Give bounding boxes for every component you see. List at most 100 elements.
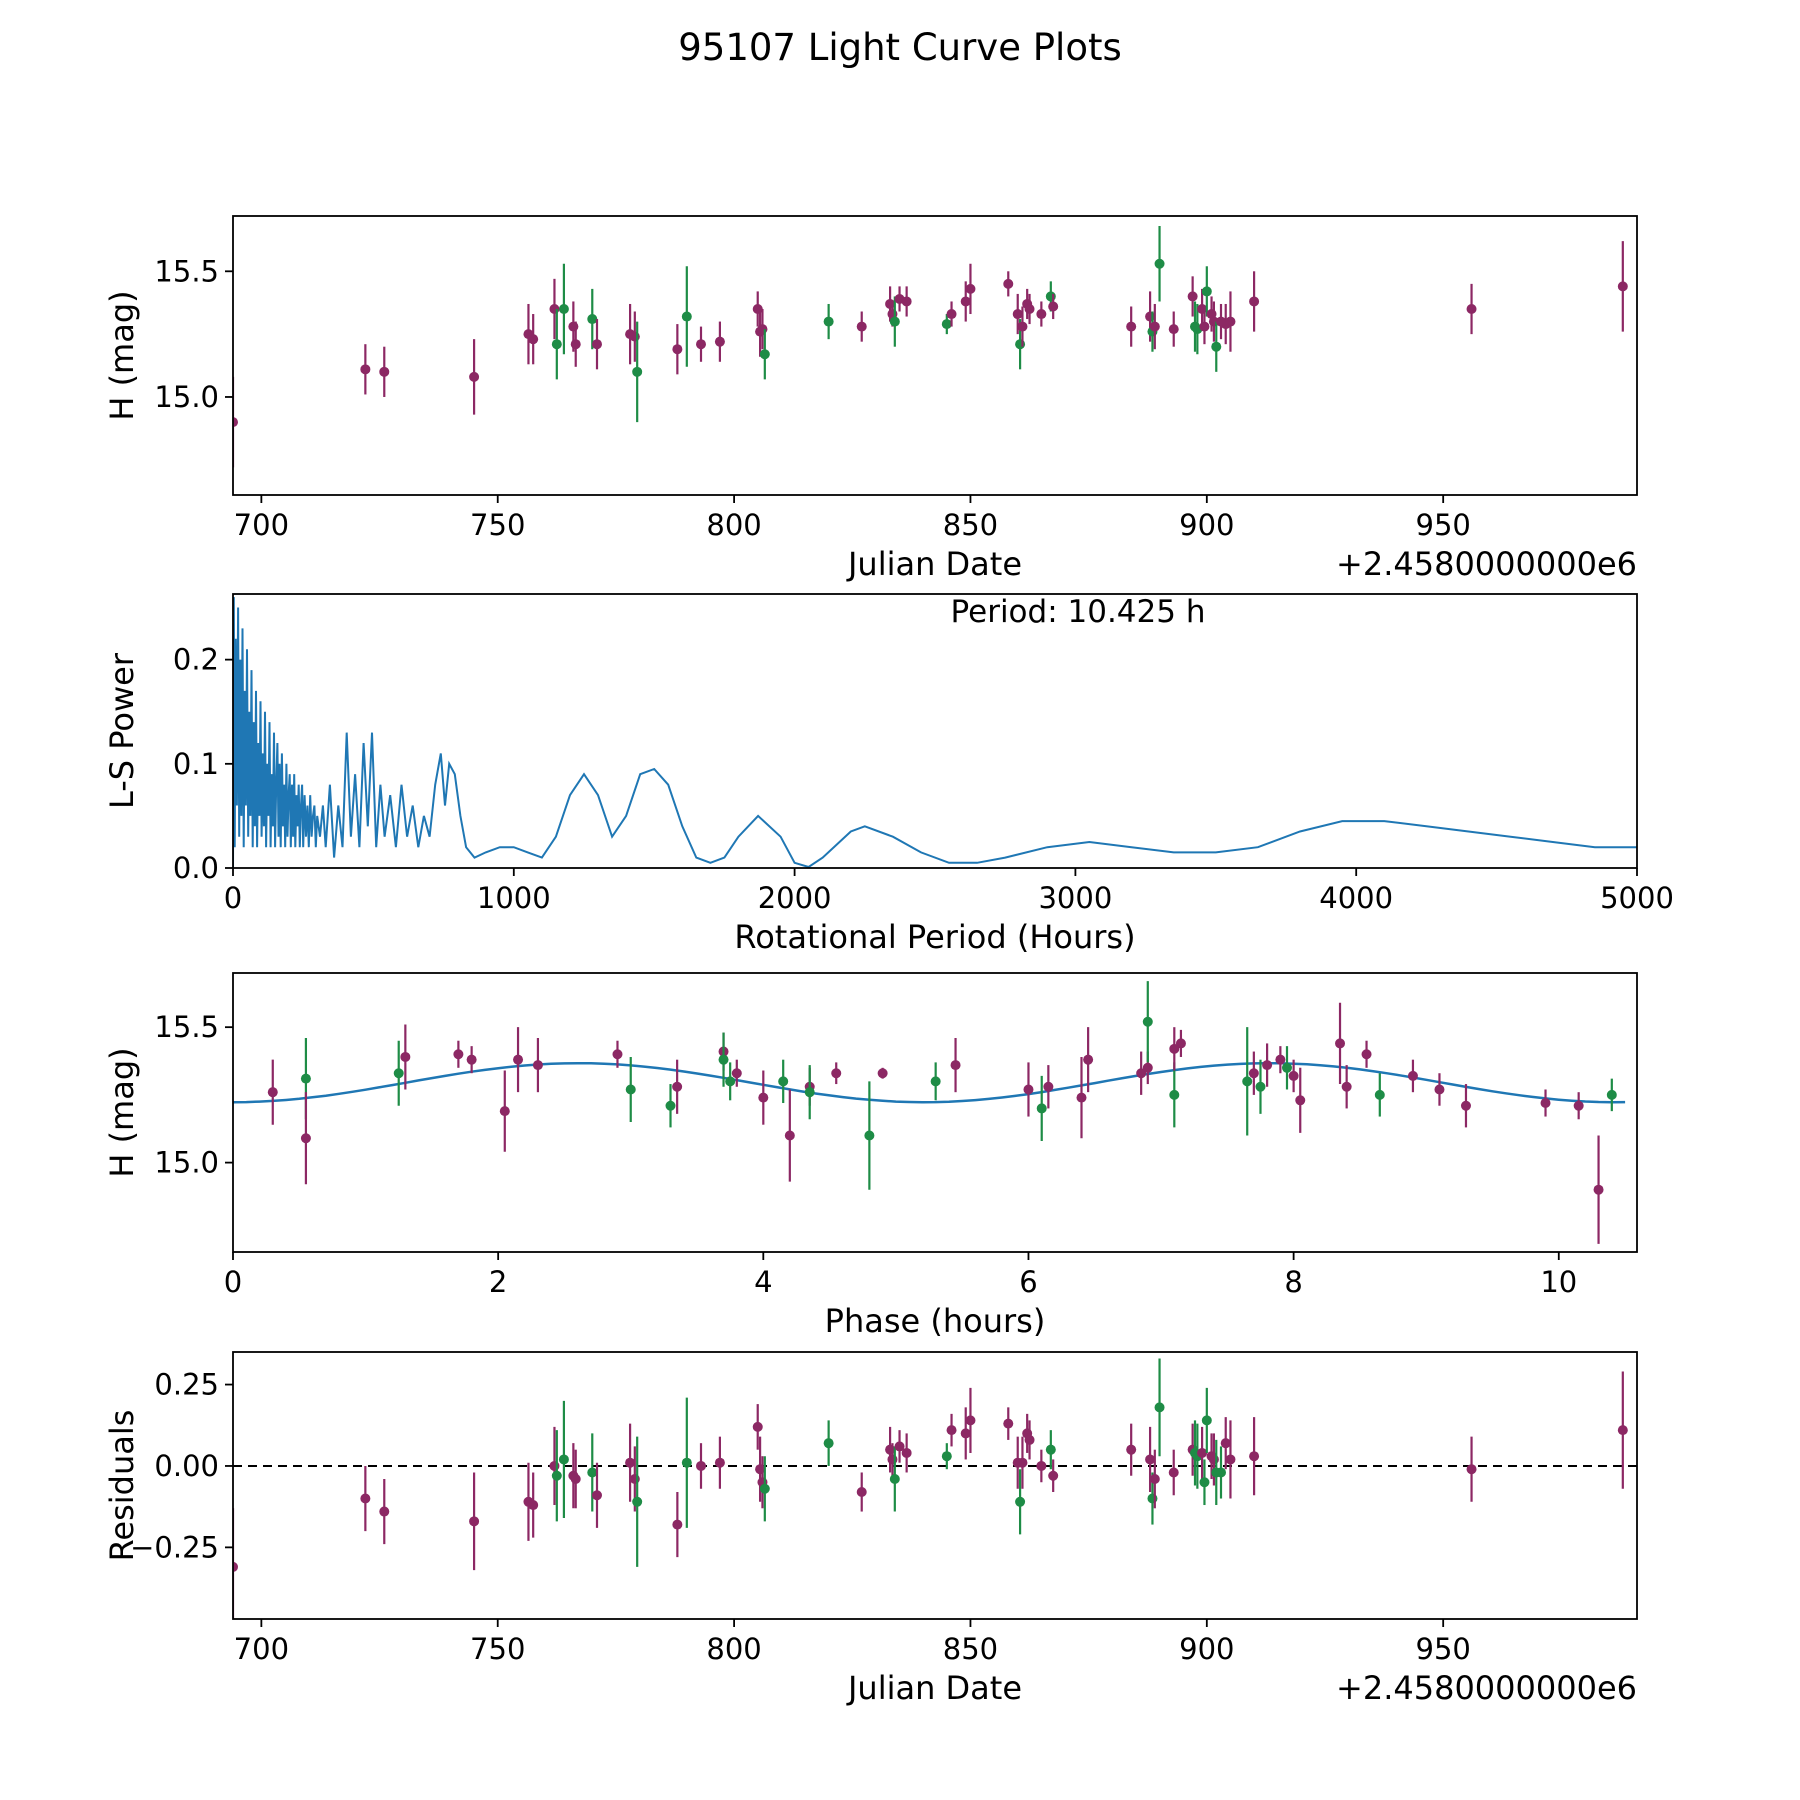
x-tick-label: 0	[224, 1265, 242, 1299]
data-point	[1017, 1457, 1028, 1468]
data-point	[672, 1081, 683, 1092]
data-point	[672, 344, 683, 355]
x-tick-label: 700	[234, 1632, 289, 1666]
x-tick-label: 750	[470, 1632, 525, 1666]
data-point	[1295, 1095, 1306, 1106]
data-point	[453, 1049, 464, 1060]
data-point	[1145, 1454, 1156, 1465]
data-point	[718, 1054, 729, 1065]
data-point	[1540, 1098, 1551, 1109]
data-point	[1249, 1451, 1260, 1462]
data-point	[1187, 291, 1198, 302]
x-axis-label: Phase (hours)	[825, 1302, 1046, 1340]
data-point	[379, 1506, 390, 1517]
data-point	[1225, 316, 1236, 327]
data-point	[960, 296, 971, 307]
axes-border	[232, 215, 1638, 496]
x-tick-label: 850	[943, 508, 998, 542]
data-point	[930, 1076, 941, 1087]
y-axis-label: H (mag)	[103, 1047, 141, 1177]
data-point	[1015, 339, 1026, 350]
data-point	[1043, 1081, 1054, 1092]
data-point	[1149, 321, 1160, 332]
data-point	[901, 1447, 912, 1458]
data-point	[672, 1519, 683, 1530]
data-point	[360, 1493, 371, 1504]
data-point	[1168, 324, 1179, 335]
data-point	[267, 1087, 278, 1098]
data-point	[1149, 1473, 1160, 1484]
periodogram-data	[233, 597, 1637, 868]
data-point	[885, 1444, 896, 1455]
data-point	[1023, 1084, 1034, 1095]
x-tick-label: 8	[1284, 1265, 1302, 1299]
x-axis-offset-text: +2.4580000000e6	[1336, 1669, 1637, 1707]
data-point	[549, 304, 560, 314]
data-point	[1003, 1418, 1014, 1429]
axes-border	[232, 1351, 1638, 1620]
y-tick-label: 15.5	[154, 254, 219, 288]
x-tick-label: 6	[1019, 1265, 1037, 1299]
data-point	[755, 1464, 766, 1475]
x-tick-label: 750	[470, 508, 525, 542]
y-tick-label: 0.25	[154, 1368, 219, 1402]
data-point	[1249, 296, 1260, 307]
data-point	[1374, 1089, 1385, 1100]
data-point	[1617, 1425, 1628, 1436]
x-tick-label: 0	[224, 881, 242, 915]
data-point	[804, 1087, 815, 1098]
data-point	[558, 1454, 569, 1465]
data-point	[696, 339, 706, 350]
data-point	[894, 1441, 905, 1452]
data-point	[1199, 321, 1210, 332]
data-point	[950, 1060, 961, 1071]
data-point	[360, 364, 371, 375]
data-point	[1036, 309, 1047, 320]
period-annotation: Period: 10.425 h	[951, 594, 1206, 630]
data-point	[823, 316, 834, 327]
y-tick-label: 0.1	[173, 747, 219, 781]
data-point	[889, 316, 900, 327]
data-point	[1341, 1081, 1352, 1092]
y-tick-label: 0.0	[173, 851, 219, 885]
data-point	[625, 1457, 636, 1468]
x-tick-label: 5000	[1600, 881, 1674, 915]
data-point	[629, 1473, 640, 1484]
x-tick-label: 800	[706, 1632, 761, 1666]
y-axis-label: L-S Power	[103, 652, 141, 809]
x-tick-label: 2	[489, 1265, 507, 1299]
data-point	[1281, 1062, 1292, 1073]
data-point	[1175, 1038, 1186, 1049]
data-point	[665, 1100, 676, 1111]
x-tick-label: 4	[754, 1265, 772, 1299]
data-point	[1147, 1493, 1158, 1504]
data-point	[1220, 1438, 1231, 1449]
figure-title: 95107 Light Curve Plots	[678, 26, 1122, 69]
data-point	[393, 1068, 404, 1079]
data-point	[1036, 1103, 1047, 1114]
data-point	[1145, 311, 1156, 322]
data-point	[856, 1487, 867, 1498]
data-point	[887, 1454, 898, 1465]
data-point	[558, 304, 569, 314]
data-point	[752, 1421, 763, 1432]
periodogram-plot: 0 1000 2000 3000 4000 5000 0.0 0.1 0.2 Rotational…	[103, 593, 1674, 956]
data-point	[1242, 1076, 1253, 1087]
data-point	[1136, 1068, 1147, 1079]
data-point	[1201, 1415, 1212, 1426]
y-tick-label: 15.0	[154, 380, 219, 414]
data-point	[1197, 1447, 1208, 1458]
data-point	[758, 1092, 769, 1103]
data-point	[570, 1473, 581, 1484]
data-point	[1142, 1016, 1153, 1027]
data-point	[901, 296, 912, 307]
data-point	[1024, 1434, 1035, 1445]
data-point	[965, 1415, 976, 1426]
data-point	[1142, 1062, 1153, 1073]
x-tick-label: 10	[1540, 1265, 1577, 1299]
model-curve	[233, 1061, 1626, 1104]
data-point	[1015, 1496, 1026, 1507]
data-point	[379, 366, 390, 377]
data-point	[1154, 1402, 1165, 1413]
